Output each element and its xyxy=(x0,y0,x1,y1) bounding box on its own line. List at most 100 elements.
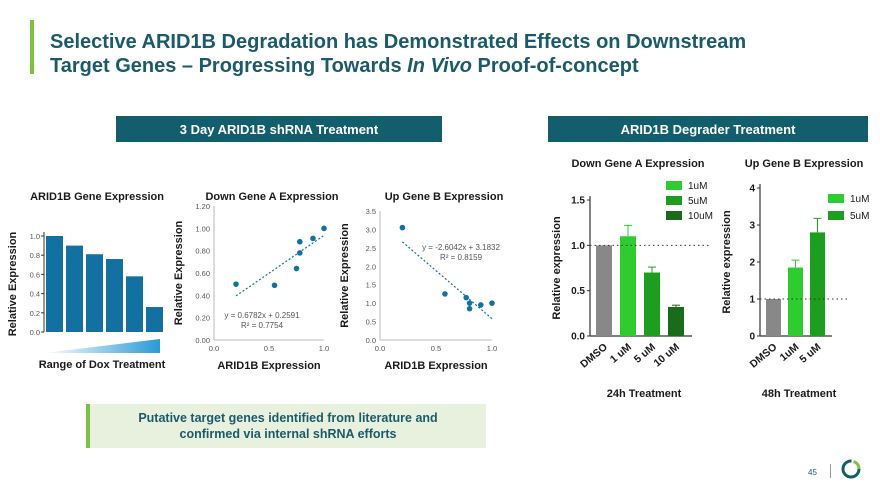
x-axis-label: 48h Treatment xyxy=(762,388,837,400)
regression-equation: y = -2.6042x + 3.1832 xyxy=(422,243,500,252)
bar xyxy=(146,307,163,332)
bar xyxy=(668,306,684,336)
data-point xyxy=(466,305,473,312)
page-number-divider xyxy=(830,464,831,478)
data-point xyxy=(271,282,278,289)
bar xyxy=(126,276,143,332)
y-tick-label: 1 xyxy=(749,295,755,306)
x-axis-label: ARID1B Expression xyxy=(384,360,488,372)
category-label: 5 uM xyxy=(797,341,823,366)
chart-down-gene-a-scatter: Down Gene A Expression Relative Expressio… xyxy=(173,191,339,372)
y-tick-label: 2 xyxy=(749,258,755,269)
data-point xyxy=(466,300,473,306)
dox-range-wedge xyxy=(44,339,160,353)
data-point xyxy=(442,291,448,297)
chart-title: ARID1B Gene Expression xyxy=(30,191,164,203)
y-axis-label: Relative Expression xyxy=(173,220,185,325)
x-tick-label: 0.5 xyxy=(431,344,441,353)
y-tick-label: 0.2 xyxy=(30,309,40,318)
legend-swatch xyxy=(666,211,682,220)
title-accent-bar xyxy=(30,20,34,74)
bar xyxy=(620,236,636,336)
chart-title: Up Gene B Expression xyxy=(745,158,864,170)
y-axis-label: Relative Expression xyxy=(339,223,351,328)
y-tick-label: 1.0 xyxy=(366,299,376,308)
y-tick-label: 0.20 xyxy=(195,314,210,323)
callout-line1: Putative target genes identified from li… xyxy=(138,411,438,425)
data-point xyxy=(463,294,470,301)
regression-equation: y = 0.6782x + 0.2591 xyxy=(224,311,300,320)
y-tick-label: 0.60 xyxy=(195,269,210,278)
y-axis-label: Relative expression xyxy=(721,210,733,314)
x-tick-label: 0.0 xyxy=(375,344,385,353)
category-label: 1 uM xyxy=(608,341,634,366)
y-tick-label: 0.8 xyxy=(30,251,40,260)
chart-title: Up Gene B Expression xyxy=(385,191,504,203)
category-label: 10 uM xyxy=(651,341,682,369)
x-tick-label: 1.0 xyxy=(319,344,329,353)
y-tick-label: 3.5 xyxy=(366,207,376,216)
y-axis-label: Relative expression xyxy=(551,216,563,320)
bar xyxy=(810,232,825,336)
legend-swatch xyxy=(666,196,682,205)
category-label: DMSO xyxy=(748,341,780,370)
y-tick-label: 0.00 xyxy=(195,336,210,345)
chart-down-gene-a-degrader: Down Gene A Expression Relative expressio… xyxy=(551,158,713,400)
data-point xyxy=(321,225,327,232)
y-tick-label: 3.0 xyxy=(366,225,376,234)
data-point xyxy=(489,300,495,306)
y-tick-label: 1.0 xyxy=(30,232,40,241)
y-tick-label: 1.0 xyxy=(571,241,585,252)
company-logo-icon xyxy=(841,459,861,479)
bar xyxy=(66,245,83,332)
legend-label: 5uM xyxy=(850,211,869,222)
chart-up-gene-b-degrader: Up Gene B Expression Relative expression 0… xyxy=(721,158,869,400)
data-point xyxy=(293,265,300,272)
trendline xyxy=(235,234,325,297)
category-label: 1uM xyxy=(778,341,802,364)
data-point xyxy=(297,238,303,245)
x-axis-label: Range of Dox Treatment xyxy=(39,359,166,371)
data-point xyxy=(478,302,484,308)
header-degrader: ARID1B Degrader Treatment xyxy=(548,116,868,142)
legend-label: 1uM xyxy=(688,181,707,192)
bar xyxy=(106,259,123,332)
regression-r2: R² = 0.8159 xyxy=(440,253,483,262)
y-tick-label: 1.5 xyxy=(571,196,585,207)
y-tick-label: 1.5 xyxy=(366,281,376,290)
y-tick-label: 0.5 xyxy=(571,286,585,297)
data-point xyxy=(310,235,316,242)
x-axis-label: 24h Treatment xyxy=(607,388,682,400)
y-tick-label: 1.00 xyxy=(195,224,210,233)
bar xyxy=(596,245,612,336)
y-tick-label: 0.0 xyxy=(571,332,585,343)
y-tick-label: 2.0 xyxy=(366,262,376,271)
x-tick-label: 0.0 xyxy=(209,344,219,353)
bar xyxy=(766,299,781,336)
bar xyxy=(644,272,660,336)
callout-line2: confirmed via internal shRNA efforts xyxy=(179,427,397,441)
header-shrna: 3 Day ARID1B shRNA Treatment xyxy=(116,116,442,142)
data-point xyxy=(399,224,406,231)
slide-title-line1: Selective ARID1B Degradation has Demonst… xyxy=(50,31,747,53)
page-number: 45 xyxy=(808,468,817,477)
legend-label: 5uM xyxy=(688,196,707,207)
title-line2-pre: Target Genes – Progressing Towards xyxy=(50,55,408,77)
x-axis-label: ARID1B Expression xyxy=(217,360,321,372)
legend-swatch xyxy=(666,181,682,190)
title-line2-post: Proof-of-concept xyxy=(471,55,639,77)
y-tick-label: 0.80 xyxy=(195,247,210,256)
y-tick-label: 0.0 xyxy=(30,328,40,337)
y-tick-label: 0.4 xyxy=(30,290,40,299)
data-point xyxy=(233,281,239,287)
chart-title: Down Gene A Expression xyxy=(571,158,704,170)
y-tick-label: 0.6 xyxy=(30,270,40,279)
y-tick-label: 2.5 xyxy=(366,244,376,253)
legend-label: 1uM xyxy=(850,194,869,205)
legend-label: 10uM xyxy=(688,211,713,222)
callout-box: Putative target genes identified from li… xyxy=(86,404,486,448)
bar xyxy=(788,267,803,336)
y-tick-label: 1.20 xyxy=(195,202,210,211)
title-line2-em: In Vivo xyxy=(407,55,472,77)
